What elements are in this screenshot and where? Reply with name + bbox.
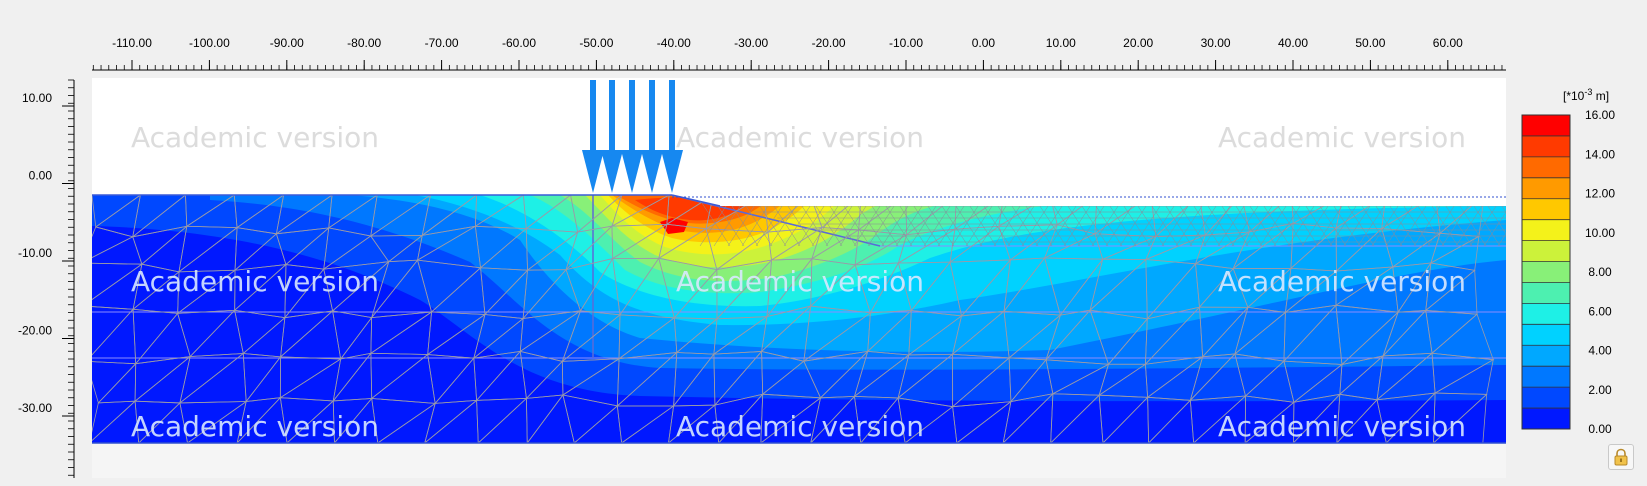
lock-button[interactable] <box>1608 444 1634 470</box>
load-arrow-head <box>601 150 623 193</box>
watermark-text: Academic version <box>676 265 924 298</box>
watermark-text: Academic version <box>1218 121 1466 154</box>
legend-swatch <box>1522 261 1570 283</box>
legend-swatch <box>1522 303 1570 325</box>
x-tick-label: -70.00 <box>425 36 459 50</box>
legend-swatch <box>1522 115 1570 137</box>
y-tick-label: 10.00 <box>22 91 52 105</box>
load-arrow-head <box>621 150 643 193</box>
load-arrow <box>669 80 675 160</box>
legend-swatch <box>1522 219 1570 242</box>
legend-label: 2.00 <box>1588 383 1612 397</box>
load-arrow-head <box>661 150 683 193</box>
legend-label: 6.00 <box>1588 304 1612 318</box>
y-tick-label: -10.00 <box>18 246 52 260</box>
watermark-text: Academic version <box>1218 265 1466 298</box>
distributed-load[interactable] <box>576 80 688 193</box>
x-tick-label: 30.00 <box>1201 36 1231 50</box>
watermark-layer: Academic version Academic version Academic… <box>131 121 1466 443</box>
load-arrow-head <box>641 150 663 193</box>
legend-label: 4.00 <box>1588 344 1612 358</box>
x-tick-label: -10.00 <box>889 36 923 50</box>
x-tick-label: -50.00 <box>579 36 613 50</box>
x-tick-label: 60.00 <box>1433 36 1463 50</box>
x-tick-label: 10.00 <box>1046 36 1076 50</box>
x-tick-label: 50.00 <box>1355 36 1385 50</box>
y-tick-label: -30.00 <box>18 401 52 415</box>
y-tick-label: 0.00 <box>29 169 53 183</box>
legend-label: 10.00 <box>1585 226 1615 240</box>
legend-swatch <box>1522 198 1570 221</box>
watermark-text: Academic version <box>131 265 379 298</box>
finite-element-mesh <box>92 195 1506 443</box>
x-tick-label: -20.00 <box>812 36 846 50</box>
x-tick-label: -30.00 <box>734 36 768 50</box>
legend-swatch <box>1522 408 1570 430</box>
legend-swatch <box>1522 240 1570 263</box>
x-tick-label: -80.00 <box>347 36 381 50</box>
load-arrow <box>609 80 615 160</box>
legend-swatch <box>1522 366 1570 388</box>
watermark-text: Academic version <box>131 121 379 154</box>
y-tick-label: -20.00 <box>18 324 52 338</box>
load-arrow <box>629 80 635 160</box>
legend-swatch <box>1522 324 1570 346</box>
watermark-text: Academic version <box>676 410 924 443</box>
watermark-text: Academic version <box>676 121 924 154</box>
x-tick-label: -110.00 <box>112 36 152 50</box>
load-arrow-head <box>582 150 604 193</box>
x-tick-label: -40.00 <box>657 36 691 50</box>
legend-label: 0.00 <box>1588 422 1612 436</box>
legend-swatch <box>1522 135 1570 158</box>
load-arrow <box>590 80 596 160</box>
legend-label: 12.00 <box>1585 187 1615 201</box>
displacement-contour <box>92 195 1506 443</box>
legend-label: 16.00 <box>1585 108 1615 122</box>
x-tick-label: 20.00 <box>1123 36 1153 50</box>
legend-unit: [*10-3 m] <box>1563 87 1609 103</box>
x-axis-ruler: -110.00 -100.00 -90.00 -80.00 -70.00 -60.00 -5… <box>92 36 1506 71</box>
x-tick-label: -100.00 <box>189 36 230 50</box>
legend-swatch <box>1522 387 1570 409</box>
x-tick-label: 0.00 <box>972 36 996 50</box>
watermark-text: Academic version <box>131 410 379 443</box>
legend-label: 14.00 <box>1585 147 1615 161</box>
contour-legend: 16.00 14.00 12.00 10.00 8.00 6.00 4.00 2.00 0.00 <box>1521 108 1615 436</box>
legend-swatch <box>1522 282 1570 304</box>
legend-label: 8.00 <box>1588 265 1612 279</box>
lock-icon <box>1614 448 1628 466</box>
legend-swatch <box>1522 177 1570 200</box>
legend-swatch <box>1522 345 1570 367</box>
x-tick-label: -60.00 <box>502 36 536 50</box>
x-tick-label: 40.00 <box>1278 36 1308 50</box>
y-axis-ruler: 10.00 0.00 -10.00 -20.00 -30.00 <box>18 79 75 478</box>
watermark-text: Academic version <box>1218 410 1466 443</box>
legend-swatch <box>1522 156 1570 179</box>
load-arrow <box>649 80 655 160</box>
x-tick-label: -90.00 <box>270 36 304 50</box>
